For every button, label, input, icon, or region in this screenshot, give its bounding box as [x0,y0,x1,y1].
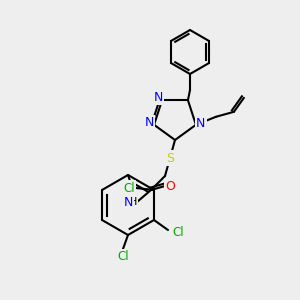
Text: N: N [123,196,133,208]
Text: Cl: Cl [123,182,135,194]
Text: N: N [153,91,163,104]
Text: S: S [166,152,174,164]
Text: Cl: Cl [117,250,129,263]
Text: H: H [129,197,137,207]
Text: N: N [144,116,154,129]
Text: Cl: Cl [172,226,184,239]
Text: O: O [165,179,175,193]
Text: N: N [196,117,206,130]
